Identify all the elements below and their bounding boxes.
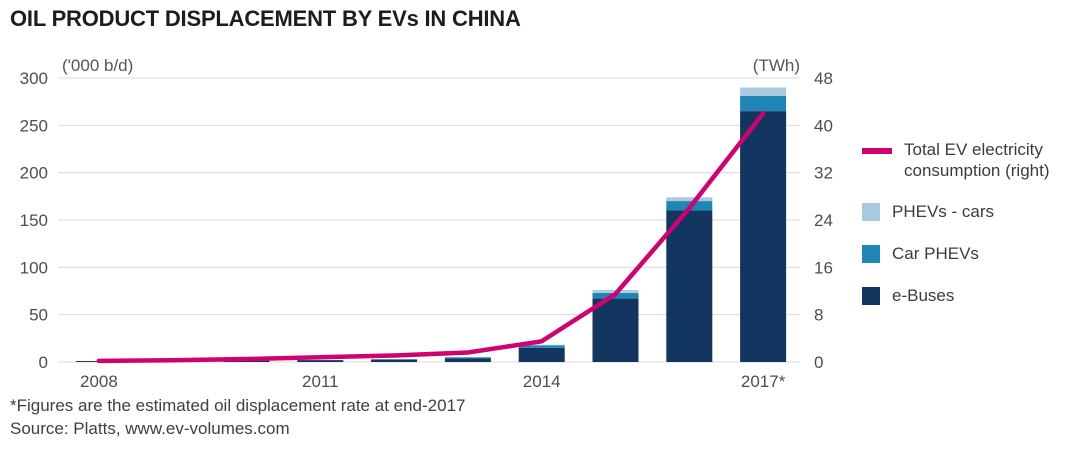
chart-title: OIL PRODUCT DISPLACEMENT BY EVs IN CHINA xyxy=(10,6,521,31)
left-axis-tick-label: 100 xyxy=(20,258,48,277)
legend-item: Car PHEVs xyxy=(862,244,1088,265)
left-axis-tick-label: 250 xyxy=(20,116,48,135)
legend-item: PHEVs - cars xyxy=(862,202,1088,223)
bar-segment xyxy=(518,347,565,362)
legend: Total EV electricity consumption (right)… xyxy=(862,140,1088,307)
legend-line-swatch xyxy=(862,148,892,154)
bar-segment xyxy=(740,95,787,112)
legend-label: Total EV electricity consumption (right) xyxy=(904,140,1050,180)
ev-consumption-line xyxy=(96,111,766,364)
bar-segment xyxy=(518,344,565,346)
footnote-text: *Figures are the estimated oil displacem… xyxy=(10,396,466,415)
right-axis-tick-label: 40 xyxy=(814,116,833,135)
right-axis-tick-label: 32 xyxy=(814,164,833,183)
right-axis-tick-label: 24 xyxy=(814,211,833,230)
legend-color-swatch xyxy=(862,203,880,222)
bar-segment xyxy=(371,359,418,360)
bar-segment xyxy=(444,356,491,358)
right-axis-tick-label: 16 xyxy=(814,258,833,277)
source-text: Source: Platts, www.ev-volumes.com xyxy=(10,419,290,438)
bar-segment xyxy=(740,111,787,362)
left-axis-tick-label: 200 xyxy=(20,164,48,183)
right-axis-tick-label: 48 xyxy=(814,69,833,88)
bar-segment xyxy=(444,358,491,362)
bar-segment xyxy=(297,360,344,362)
bar-segment xyxy=(666,197,713,202)
legend-color-swatch xyxy=(862,286,880,305)
right-axis-tick-label: 0 xyxy=(814,353,823,372)
left-axis-tick-label: 0 xyxy=(39,353,48,372)
x-axis-tick-label: 2017* xyxy=(741,372,786,391)
chart-svg: 0 50 100 150 200 250 300 0 8 16 24 32 40 48 2008 2011 20… xyxy=(20,69,833,391)
left-axis-tick-label: 50 xyxy=(29,306,48,325)
x-axis-tick-label: 2011 xyxy=(302,372,339,391)
left-axis-unit-label: ('000 b/d) xyxy=(62,56,134,75)
x-axis-tick-label: 2008 xyxy=(80,372,118,391)
legend-color-swatch xyxy=(862,245,880,264)
chart-area: 0 50 100 150 200 250 300 0 8 16 24 32 40 48 2008 2011 20… xyxy=(0,55,860,400)
bar-segment xyxy=(666,210,713,362)
legend-label: PHEVs - cars xyxy=(892,202,995,222)
bar-segment xyxy=(518,345,565,348)
left-axis-tick-label: 150 xyxy=(20,211,48,230)
bar-segment xyxy=(592,298,639,362)
right-axis-tick-label: 8 xyxy=(814,306,823,325)
legend-item: Total EV electricity consumption (right) xyxy=(862,140,1088,181)
x-axis-tick-label: 2014 xyxy=(523,372,561,391)
legend-label: e-Buses xyxy=(892,285,955,305)
bar-segment xyxy=(371,359,418,362)
bar-segment xyxy=(444,357,491,359)
legend-item: e-Buses xyxy=(862,286,1088,307)
left-axis-tick-label: 300 xyxy=(20,69,48,88)
bar-segment xyxy=(740,87,787,96)
legend-label: Car PHEVs xyxy=(892,244,979,264)
right-axis-unit-label: (TWh) xyxy=(752,56,800,75)
